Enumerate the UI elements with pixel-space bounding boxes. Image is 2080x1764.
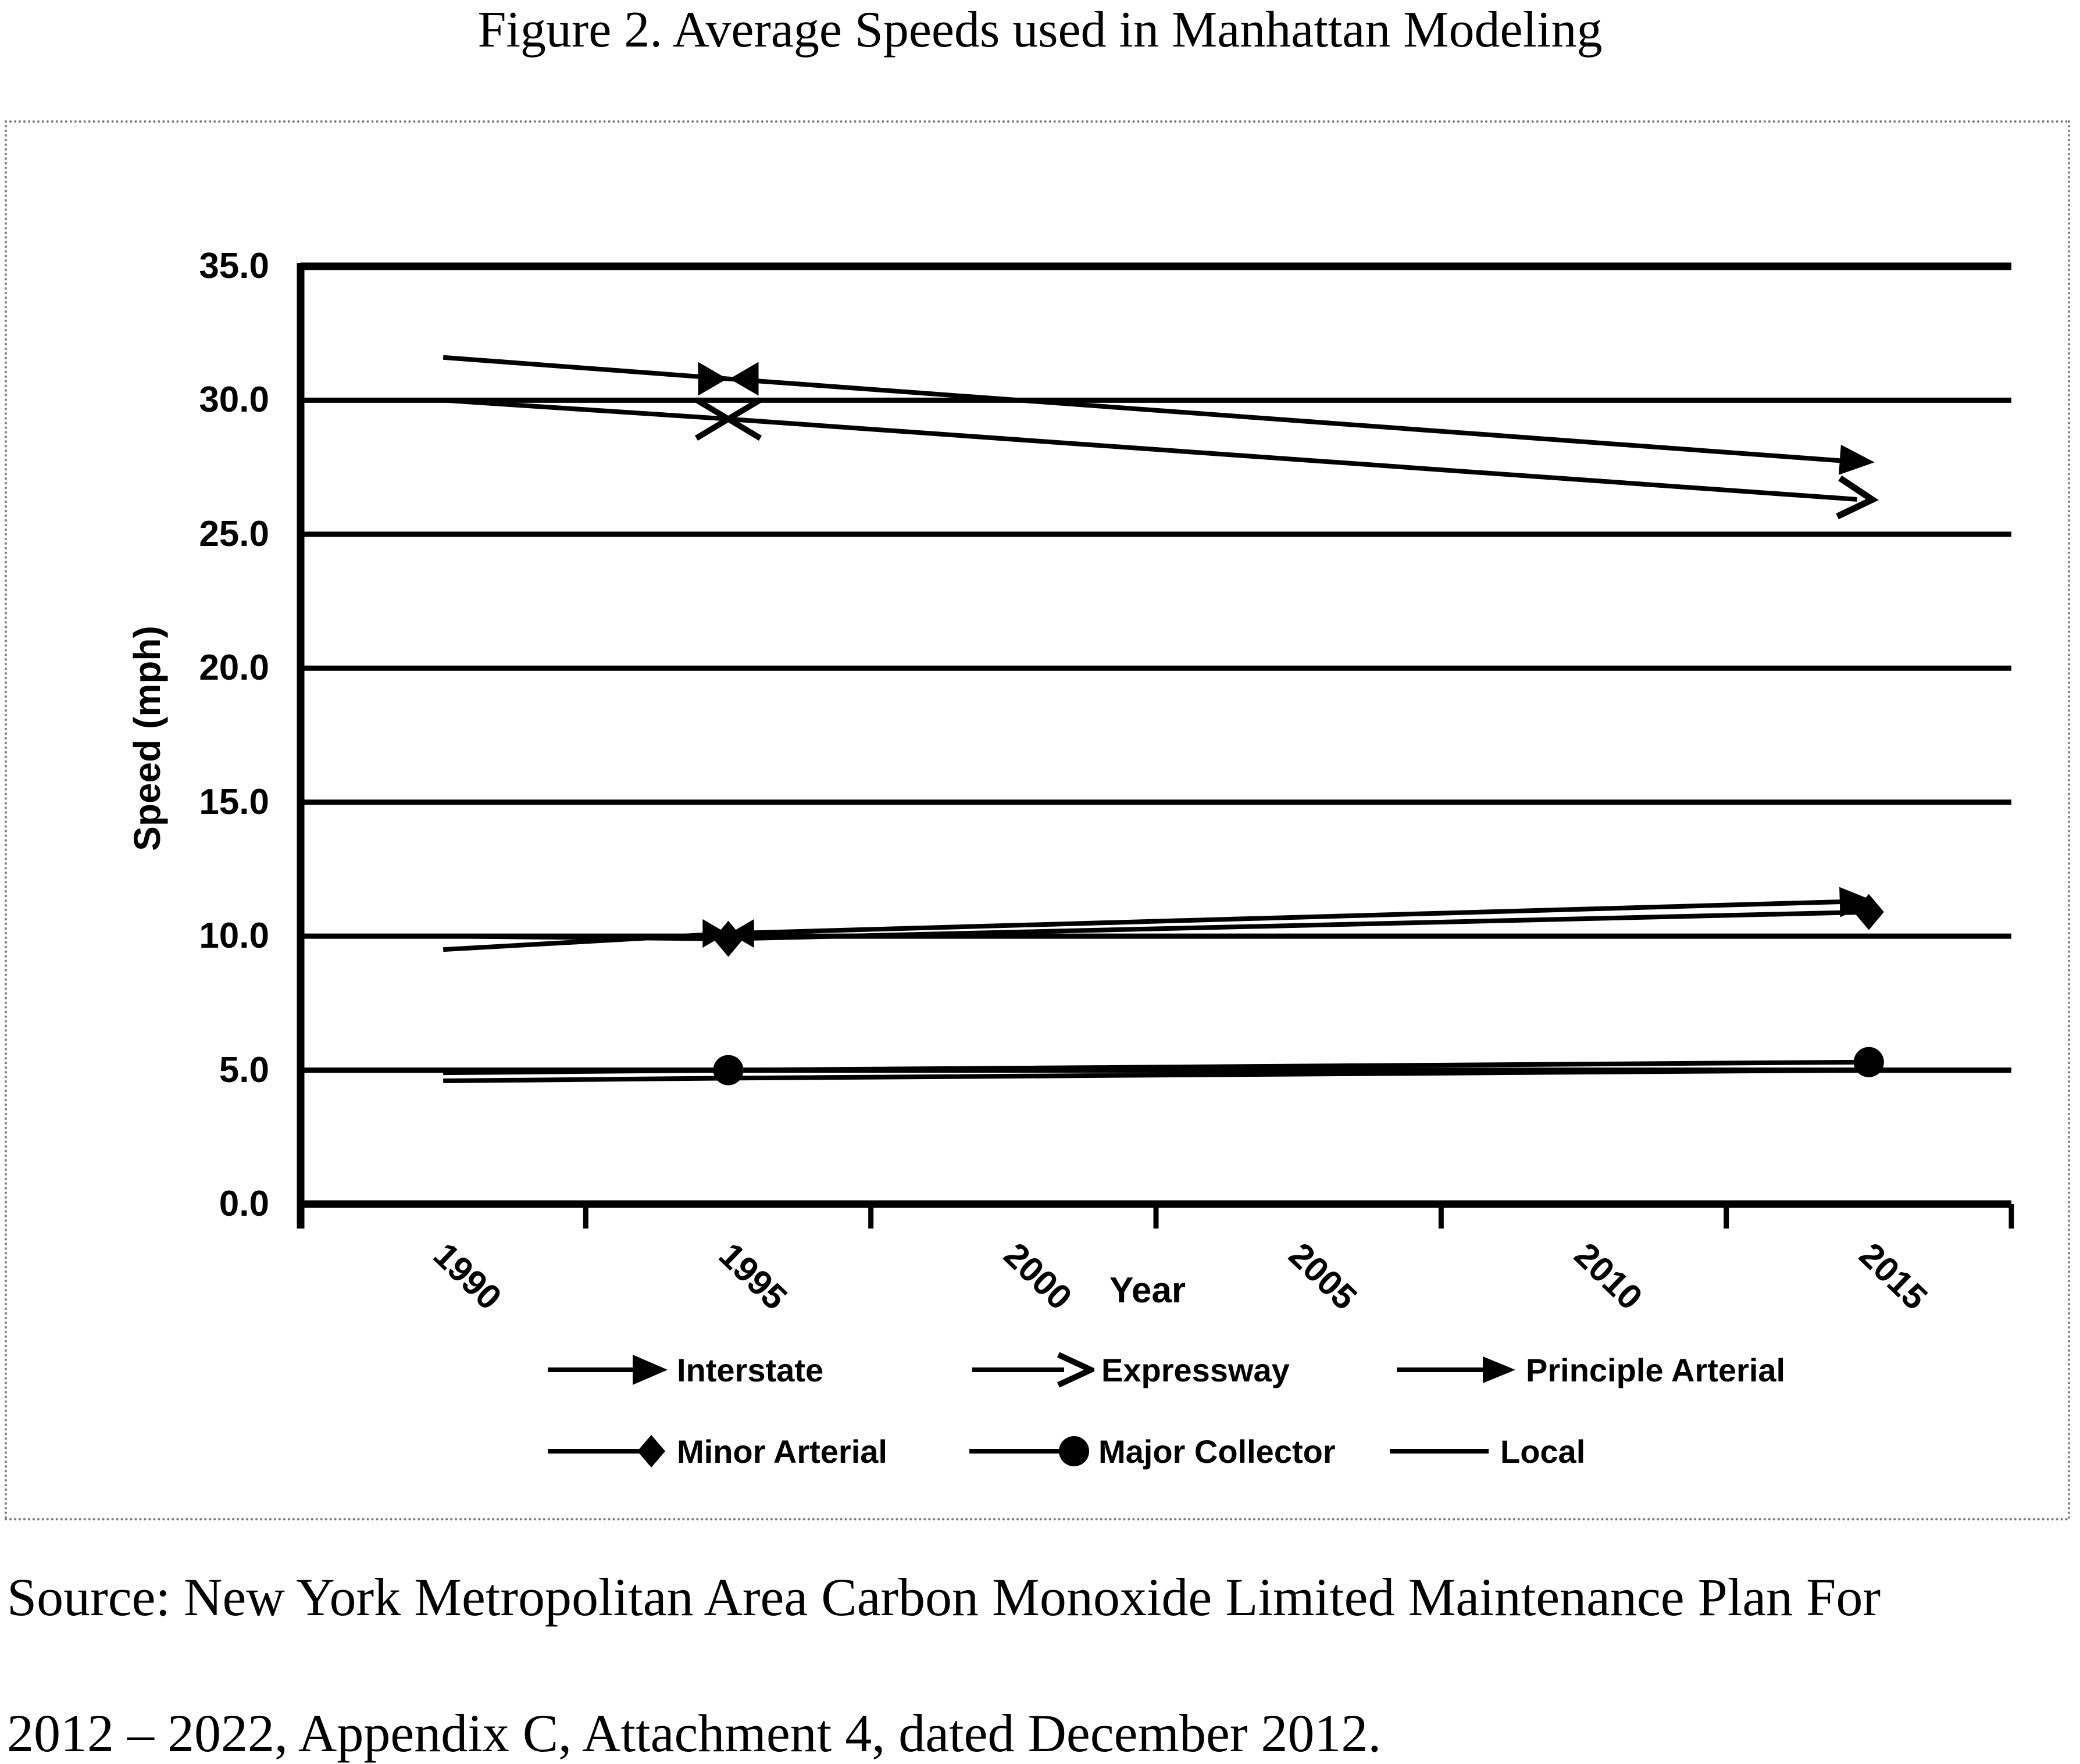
- legend-item-minor-arterial: Minor Arterial: [547, 1430, 887, 1472]
- legend-item-major-collector: Major Collector: [968, 1430, 1336, 1472]
- chart-frame: [5, 120, 2070, 1520]
- y-tick-label: 15.0: [199, 781, 269, 822]
- series-line-local: [443, 1067, 1869, 1084]
- y-tick-label: 10.0: [199, 916, 269, 956]
- series-line-expressway: [443, 398, 1858, 502]
- y-tick-label: 20.0: [199, 648, 269, 688]
- series-line-interstate: [443, 355, 1858, 465]
- marker-interstate: [1839, 444, 1875, 475]
- source-line-2: 2012 – 2022, Appendix C, Attachment 4, d…: [7, 1704, 1382, 1763]
- marker-minor-arterial: [1853, 894, 1884, 930]
- legend-item-interstate: Interstate: [547, 1349, 823, 1391]
- marker-major-collector: [1853, 1047, 1884, 1077]
- marker-expressway: [1836, 475, 1879, 520]
- marker-major-collector: [713, 1055, 744, 1085]
- legend-label: Local: [1500, 1433, 1586, 1470]
- legend-label: Minor Arterial: [677, 1433, 887, 1470]
- y-tick-label: 5.0: [219, 1049, 269, 1090]
- marker-minor-arterial: [713, 920, 744, 957]
- legend-label: Interstate: [677, 1351, 824, 1388]
- source-line-1: Source: New York Metropolitan Area Carbo…: [7, 1567, 1881, 1627]
- filled-arrow-line-icon: [1397, 1356, 1515, 1383]
- legend-item-expressway: Expressway: [971, 1349, 1290, 1391]
- legend-item-principle-arterial: Principle Arterial: [1396, 1349, 1785, 1391]
- circle-line-icon: [969, 1436, 1089, 1466]
- legend-label: Major Collector: [1098, 1433, 1336, 1470]
- y-tick-label: 0.0: [219, 1184, 269, 1224]
- diamond-line-icon: [548, 1435, 665, 1467]
- y-tick-label: 35.0: [199, 246, 269, 286]
- marker-interstate: [698, 362, 759, 396]
- y-tick-label: 30.0: [199, 380, 269, 420]
- marker-expressway: [694, 397, 762, 441]
- legend-label: Expressway: [1101, 1351, 1290, 1388]
- figure-title: Figure 2. Average Speeds used in Manhatt…: [477, 2, 1603, 58]
- x-axis-title: Year: [1109, 1270, 1186, 1310]
- legend-item-local: Local: [1389, 1430, 1585, 1472]
- open-arrow-line-icon: [972, 1352, 1094, 1388]
- filled-arrow-line-icon: [548, 1355, 668, 1385]
- legend-label: Principle Arterial: [1526, 1351, 1786, 1388]
- y-tick-label: 25.0: [199, 513, 269, 554]
- marker-principle-arterial: [1839, 887, 1875, 917]
- plain-line-icon: [1390, 1449, 1489, 1454]
- series-line-principle-arterial: [443, 899, 1857, 952]
